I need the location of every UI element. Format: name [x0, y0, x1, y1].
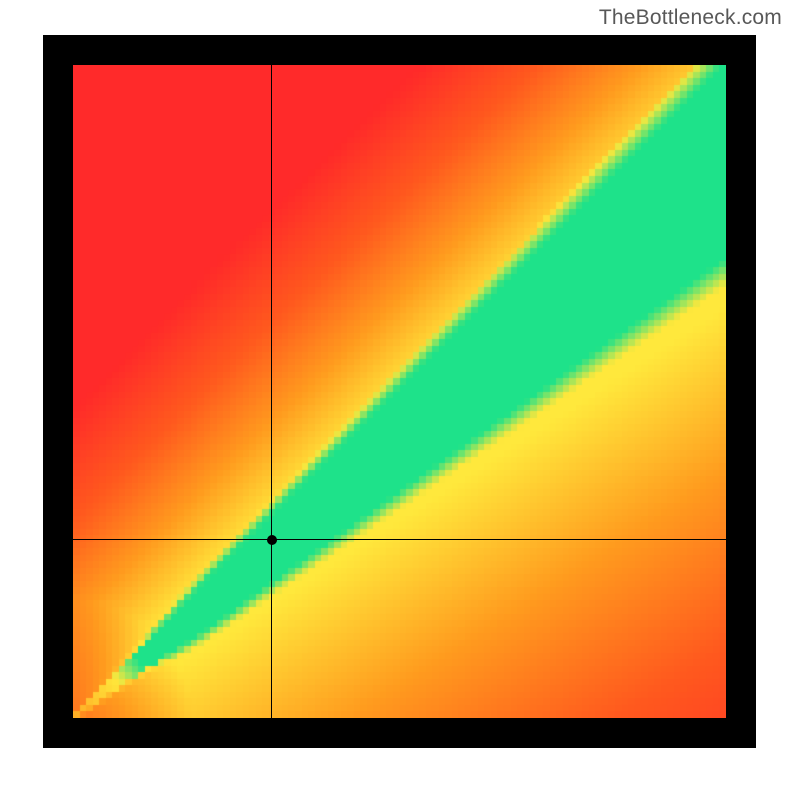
- crosshair-horizontal: [73, 539, 726, 540]
- chart-outer-border: [43, 35, 756, 748]
- crosshair-vertical: [271, 65, 272, 718]
- figure-frame: TheBottleneck.com: [0, 0, 800, 800]
- heatmap-canvas: [73, 65, 726, 718]
- watermark-text: TheBottleneck.com: [599, 6, 782, 30]
- heatmap-plot: [73, 65, 726, 718]
- crosshair-marker: [267, 535, 277, 545]
